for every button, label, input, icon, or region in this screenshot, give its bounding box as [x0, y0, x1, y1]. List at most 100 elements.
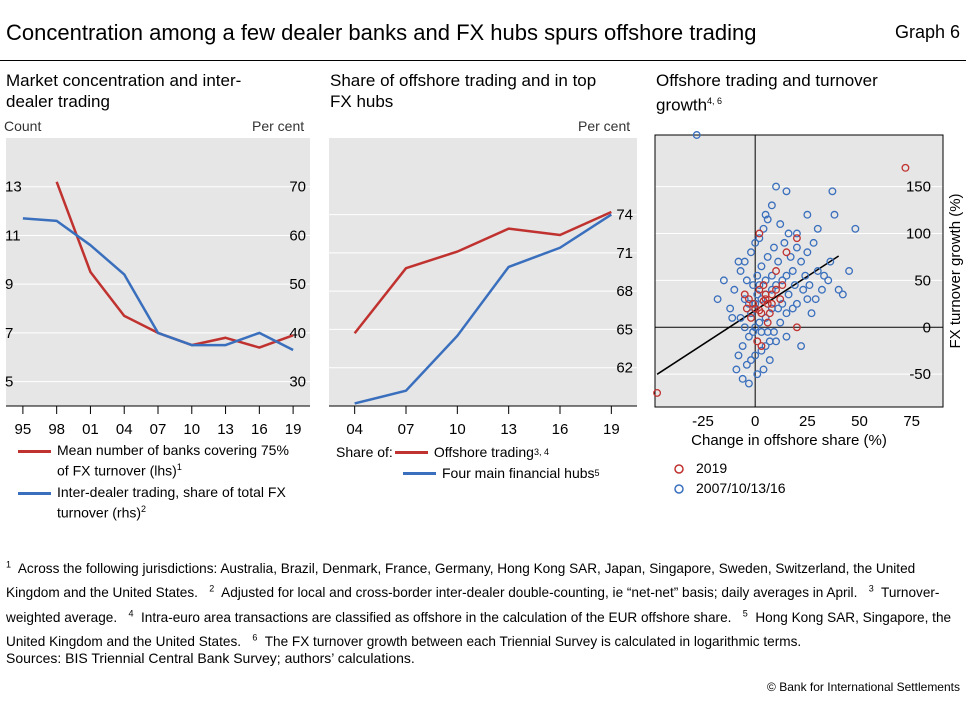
panel2-title: Share of offshore trading and in top FX … — [330, 70, 596, 112]
chart3-point-earlier — [730, 285, 739, 294]
panel3-title: Offshore trading and turnover growth4, 6 — [656, 70, 878, 116]
chart3-point-earlier — [744, 299, 753, 308]
chart3-point-2019 — [792, 323, 801, 332]
chart3-point-earlier — [788, 304, 797, 313]
chart3-point-earlier — [767, 201, 776, 210]
chart3-point-earlier — [813, 224, 822, 233]
chart3-point-2019 — [759, 281, 768, 290]
chart3-point-earlier — [803, 295, 812, 304]
legend-banks-sup: 1 — [176, 462, 182, 472]
chart3-point-earlier — [742, 276, 751, 285]
chart1-x-tick-label: 10 — [183, 421, 200, 435]
chart1-x-tick-label: 04 — [116, 421, 133, 435]
chart3-point-earlier — [799, 285, 808, 294]
chart1-x-tick-label: 95 — [15, 421, 32, 435]
legend-interdealer-line1: Inter-dealer trading, share of total FX — [57, 483, 286, 500]
chart3-point-2019 — [755, 306, 764, 315]
chart3-point-2019 — [765, 309, 774, 318]
chart2-right-tick-label: 71 — [616, 245, 633, 262]
chart3-point-2019 — [761, 295, 770, 304]
panel1-title: Market concentration and inter- dealer t… — [6, 70, 241, 112]
copyright: © Bank for International Settlements — [767, 680, 960, 694]
chart3-point-earlier — [805, 281, 814, 290]
chart3-point-earlier — [811, 295, 820, 304]
legend-hubs-label: Four main financial hubs — [442, 465, 595, 481]
chart3-point-earlier — [784, 290, 793, 299]
footnote-6: 6 The FX turnover growth between each Tr… — [252, 632, 802, 650]
chart1-plot-bg — [6, 138, 310, 406]
chart3-point-earlier — [788, 267, 797, 275]
chart3-point-earlier — [742, 360, 751, 369]
footnotes: 1 Across the following jurisdictions: Au… — [6, 554, 964, 652]
chart3-point-earlier — [761, 210, 770, 219]
panel2-right-unit: Per cent — [578, 118, 631, 134]
sources: Sources: BIS Triennial Central Bank Surv… — [6, 650, 415, 666]
chart3-point-earlier — [763, 252, 772, 261]
legend-swatch-blue — [18, 491, 51, 495]
chart3-point-earlier — [744, 332, 753, 341]
chart3-point-2019 — [776, 295, 785, 304]
chart3-point-earlier — [845, 267, 854, 275]
chart3-y-tick-label: 100 — [906, 225, 931, 242]
chart3-point-earlier — [830, 210, 839, 219]
legend-swatch-hubs — [403, 472, 436, 475]
chart3-point-earlier — [759, 224, 768, 233]
panel3-title-line1: Offshore trading and turnover — [656, 71, 878, 90]
chart3-y-tick-label: -50 — [909, 366, 931, 383]
footnote-3: 3 Turnover-weighted average. — [6, 583, 940, 625]
chart3-point-2019 — [742, 304, 751, 313]
chart3-point-earlier — [719, 276, 728, 285]
chart3-point-earlier — [755, 318, 764, 327]
chart3-point-earlier — [759, 365, 768, 374]
chart1-x-tick-label: 98 — [48, 421, 65, 435]
chart3-point-earlier — [761, 276, 770, 285]
chart3-point-earlier — [740, 323, 749, 332]
legend-swatch-offshore — [394, 451, 428, 454]
chart2-x-tick-label: 19 — [603, 421, 620, 435]
chart3-point-2019 — [749, 299, 758, 308]
chart3-point-2019 — [782, 248, 791, 257]
chart3-point-2019 — [778, 281, 787, 290]
chart3-point-2019 — [763, 318, 772, 327]
chart3-point-earlier — [767, 271, 776, 280]
chart3-point-2019 — [751, 304, 760, 313]
legend-interdealer-line2: turnover (rhs) — [57, 504, 142, 521]
chart3-point-earlier — [782, 309, 791, 318]
chart3-point-earlier — [736, 313, 745, 322]
chart1-left-tick-label: 9 — [5, 276, 13, 293]
chart3-point-earlier — [797, 342, 806, 350]
chart1-right-tick-label: 70 — [289, 179, 306, 196]
chart2-x-tick-label: 10 — [449, 421, 466, 435]
chart3-point-2019 — [772, 285, 780, 294]
legend-item-hubs: Four main financial hubs 5 — [403, 465, 646, 482]
graph-label: Graph 6 — [894, 22, 960, 42]
chart3-x-tick-label: 25 — [799, 413, 816, 430]
chart3-point-earlier — [751, 323, 760, 332]
chart3-point-earlier — [772, 337, 780, 346]
chart3-point-2019 — [792, 234, 801, 243]
legend-banks-line1: Mean number of banks covering 75% — [57, 442, 289, 458]
chart1-right-tick-label: 30 — [289, 374, 306, 391]
chart1-left-tick-label: 11 — [5, 227, 21, 244]
chart3-point-earlier — [726, 304, 735, 313]
chart3-point-earlier — [778, 276, 787, 285]
chart3-point-earlier — [790, 281, 799, 290]
chart3-point-earlier — [761, 313, 770, 322]
legend-marker-earlier — [674, 483, 684, 494]
panel3-legend: 2019 2007/10/13/16 — [672, 460, 786, 497]
legend-interdealer-sup: 2 — [141, 503, 147, 514]
chart3-point-earlier — [763, 215, 772, 224]
chart3-point-earlier — [776, 318, 785, 327]
chart3-point-earlier — [774, 257, 783, 266]
chart3-point-earlier — [838, 290, 847, 299]
chart3-x-tick-label: -25 — [692, 413, 714, 430]
chart3-point-earlier — [782, 271, 791, 280]
panel2-legend: Share of: Offshore trading 3, 4 Four main… — [336, 444, 646, 482]
chart3-point-earlier — [747, 309, 755, 318]
legend-swatch-red — [18, 450, 51, 453]
chart3-point-earlier — [757, 328, 766, 336]
chart1-x-tick-label: 07 — [150, 421, 167, 435]
legend-marker-2019 — [674, 463, 684, 474]
chart3-point-earlier — [753, 271, 762, 280]
chart3-point-earlier — [774, 304, 783, 313]
